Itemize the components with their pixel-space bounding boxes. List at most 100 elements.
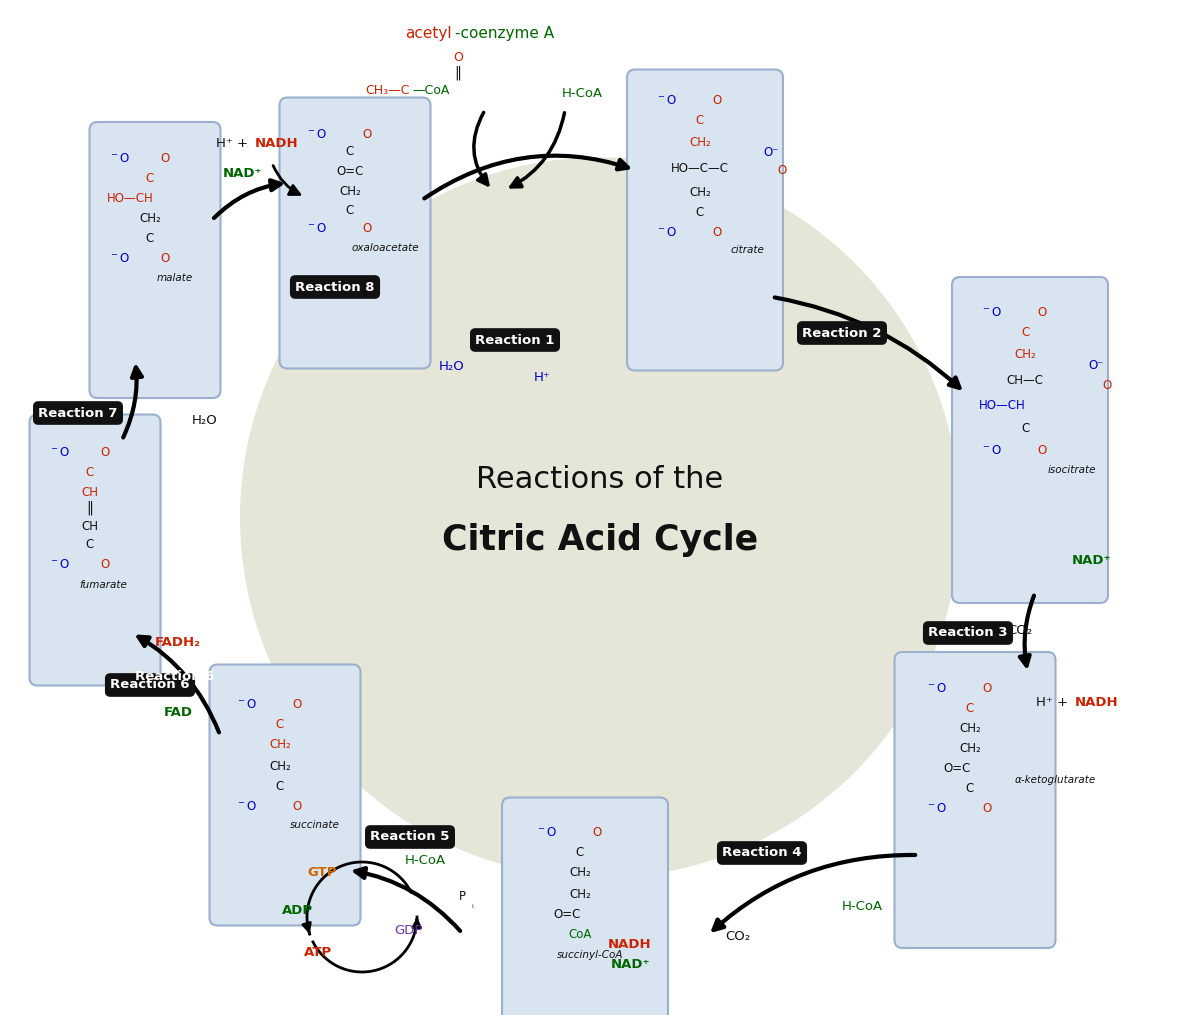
FancyBboxPatch shape [894,652,1056,948]
Text: Reaction 7: Reaction 7 [38,406,118,419]
Text: O: O [101,446,109,459]
Text: C: C [276,781,284,794]
Text: ‖: ‖ [455,66,462,80]
Text: $^-$O: $^-$O [926,681,947,694]
Text: C: C [146,231,154,245]
Text: CH₂: CH₂ [689,135,710,148]
Text: O: O [362,221,372,234]
Text: O: O [713,225,721,239]
Text: NADH: NADH [608,939,652,951]
Text: O: O [983,681,991,694]
Text: HO—CH: HO—CH [979,399,1025,411]
Text: O=C: O=C [943,761,971,774]
Text: NAD⁺: NAD⁺ [611,958,649,971]
FancyBboxPatch shape [280,97,431,368]
Text: Reaction 8: Reaction 8 [295,280,374,293]
Text: ᵢ: ᵢ [472,900,473,910]
Text: $^-$O: $^-$O [306,129,326,141]
Text: CoA: CoA [569,929,592,942]
Text: -coenzyme A: -coenzyme A [455,25,554,41]
Text: C: C [696,114,704,127]
Text: O: O [1102,379,1111,392]
Text: succinyl-CoA: succinyl-CoA [557,950,623,960]
Text: O: O [101,558,109,571]
Text: CH₂: CH₂ [569,867,590,880]
Text: ADP: ADP [282,903,313,917]
Text: H⁺ +: H⁺ + [1036,696,1072,709]
Text: HO—CH: HO—CH [107,192,154,204]
Text: C: C [346,144,354,157]
Text: C: C [576,847,584,860]
Text: fumarate: fumarate [79,580,127,590]
Text: —CoA: —CoA [412,83,449,96]
Text: $^-$O: $^-$O [656,93,677,107]
Text: $^-$O: $^-$O [306,221,326,234]
FancyBboxPatch shape [210,665,360,926]
Text: $^-$O: $^-$O [980,306,1002,319]
FancyBboxPatch shape [90,122,221,398]
Text: CH₂: CH₂ [139,211,161,224]
Text: C: C [1021,421,1030,434]
Text: CH₂: CH₂ [569,888,590,901]
Text: C: C [86,539,94,551]
Text: H-CoA: H-CoA [404,854,445,867]
Text: CH—C: CH—C [1007,374,1044,387]
Text: O: O [293,801,301,813]
FancyBboxPatch shape [502,798,668,1015]
Text: CH₂: CH₂ [269,739,290,751]
Text: C: C [696,205,704,218]
Text: NAD⁺: NAD⁺ [1072,553,1111,566]
Text: CH₂: CH₂ [269,760,290,773]
Text: CO₂: CO₂ [726,931,750,944]
Text: NADH: NADH [254,136,299,149]
Text: α-ketoglutarate: α-ketoglutarate [1015,775,1097,785]
Text: H-CoA: H-CoA [841,900,882,914]
Text: CO₂: CO₂ [1008,623,1032,636]
Text: CH₂: CH₂ [959,742,980,754]
Text: $^-$O: $^-$O [656,225,677,239]
Text: C: C [1021,326,1030,338]
Text: ‖: ‖ [86,500,94,516]
Text: $^-$O: $^-$O [236,698,257,712]
Text: Reaction 6: Reaction 6 [136,671,215,683]
Text: acetyl: acetyl [406,25,452,41]
Text: Reaction 6: Reaction 6 [110,678,190,691]
Text: Reactions of the: Reactions of the [476,465,724,494]
Text: isocitrate: isocitrate [1048,465,1097,475]
Text: CH: CH [82,485,98,498]
Text: citrate: citrate [730,245,764,255]
Text: O: O [778,163,786,177]
Text: $^-$O: $^-$O [536,826,557,839]
Text: O: O [983,802,991,814]
Text: H₂O: H₂O [192,413,218,426]
Text: O: O [454,51,463,64]
Text: C: C [346,204,354,217]
Text: O: O [293,698,301,712]
Text: malate: malate [157,273,193,283]
Text: C: C [86,466,94,478]
Text: Reaction 3: Reaction 3 [929,626,1008,639]
Text: $^-$O: $^-$O [980,444,1002,457]
Text: Reaction 1: Reaction 1 [475,334,554,346]
Text: succinate: succinate [290,820,340,830]
Text: CH₂: CH₂ [959,722,980,735]
Text: C: C [146,172,154,185]
Text: O: O [1037,306,1046,319]
Text: H-CoA: H-CoA [562,86,602,99]
Text: Reaction 5: Reaction 5 [371,830,450,843]
Text: O⁻: O⁻ [763,145,779,158]
Text: C: C [276,719,284,732]
Text: FADH₂: FADH₂ [155,636,202,650]
Text: CH₂: CH₂ [689,186,710,199]
Text: $^-$O: $^-$O [236,801,257,813]
Text: CH₃—C: CH₃—C [366,83,410,96]
Text: oxaloacetate: oxaloacetate [352,243,419,253]
Text: $^-$O: $^-$O [926,802,947,814]
Text: $^-$O: $^-$O [49,446,70,459]
Text: O: O [362,129,372,141]
Text: O=C: O=C [553,908,581,922]
Text: FAD: FAD [163,706,192,720]
FancyBboxPatch shape [952,277,1108,603]
Text: GTP: GTP [307,867,337,880]
Text: H₂O: H₂O [439,360,464,374]
